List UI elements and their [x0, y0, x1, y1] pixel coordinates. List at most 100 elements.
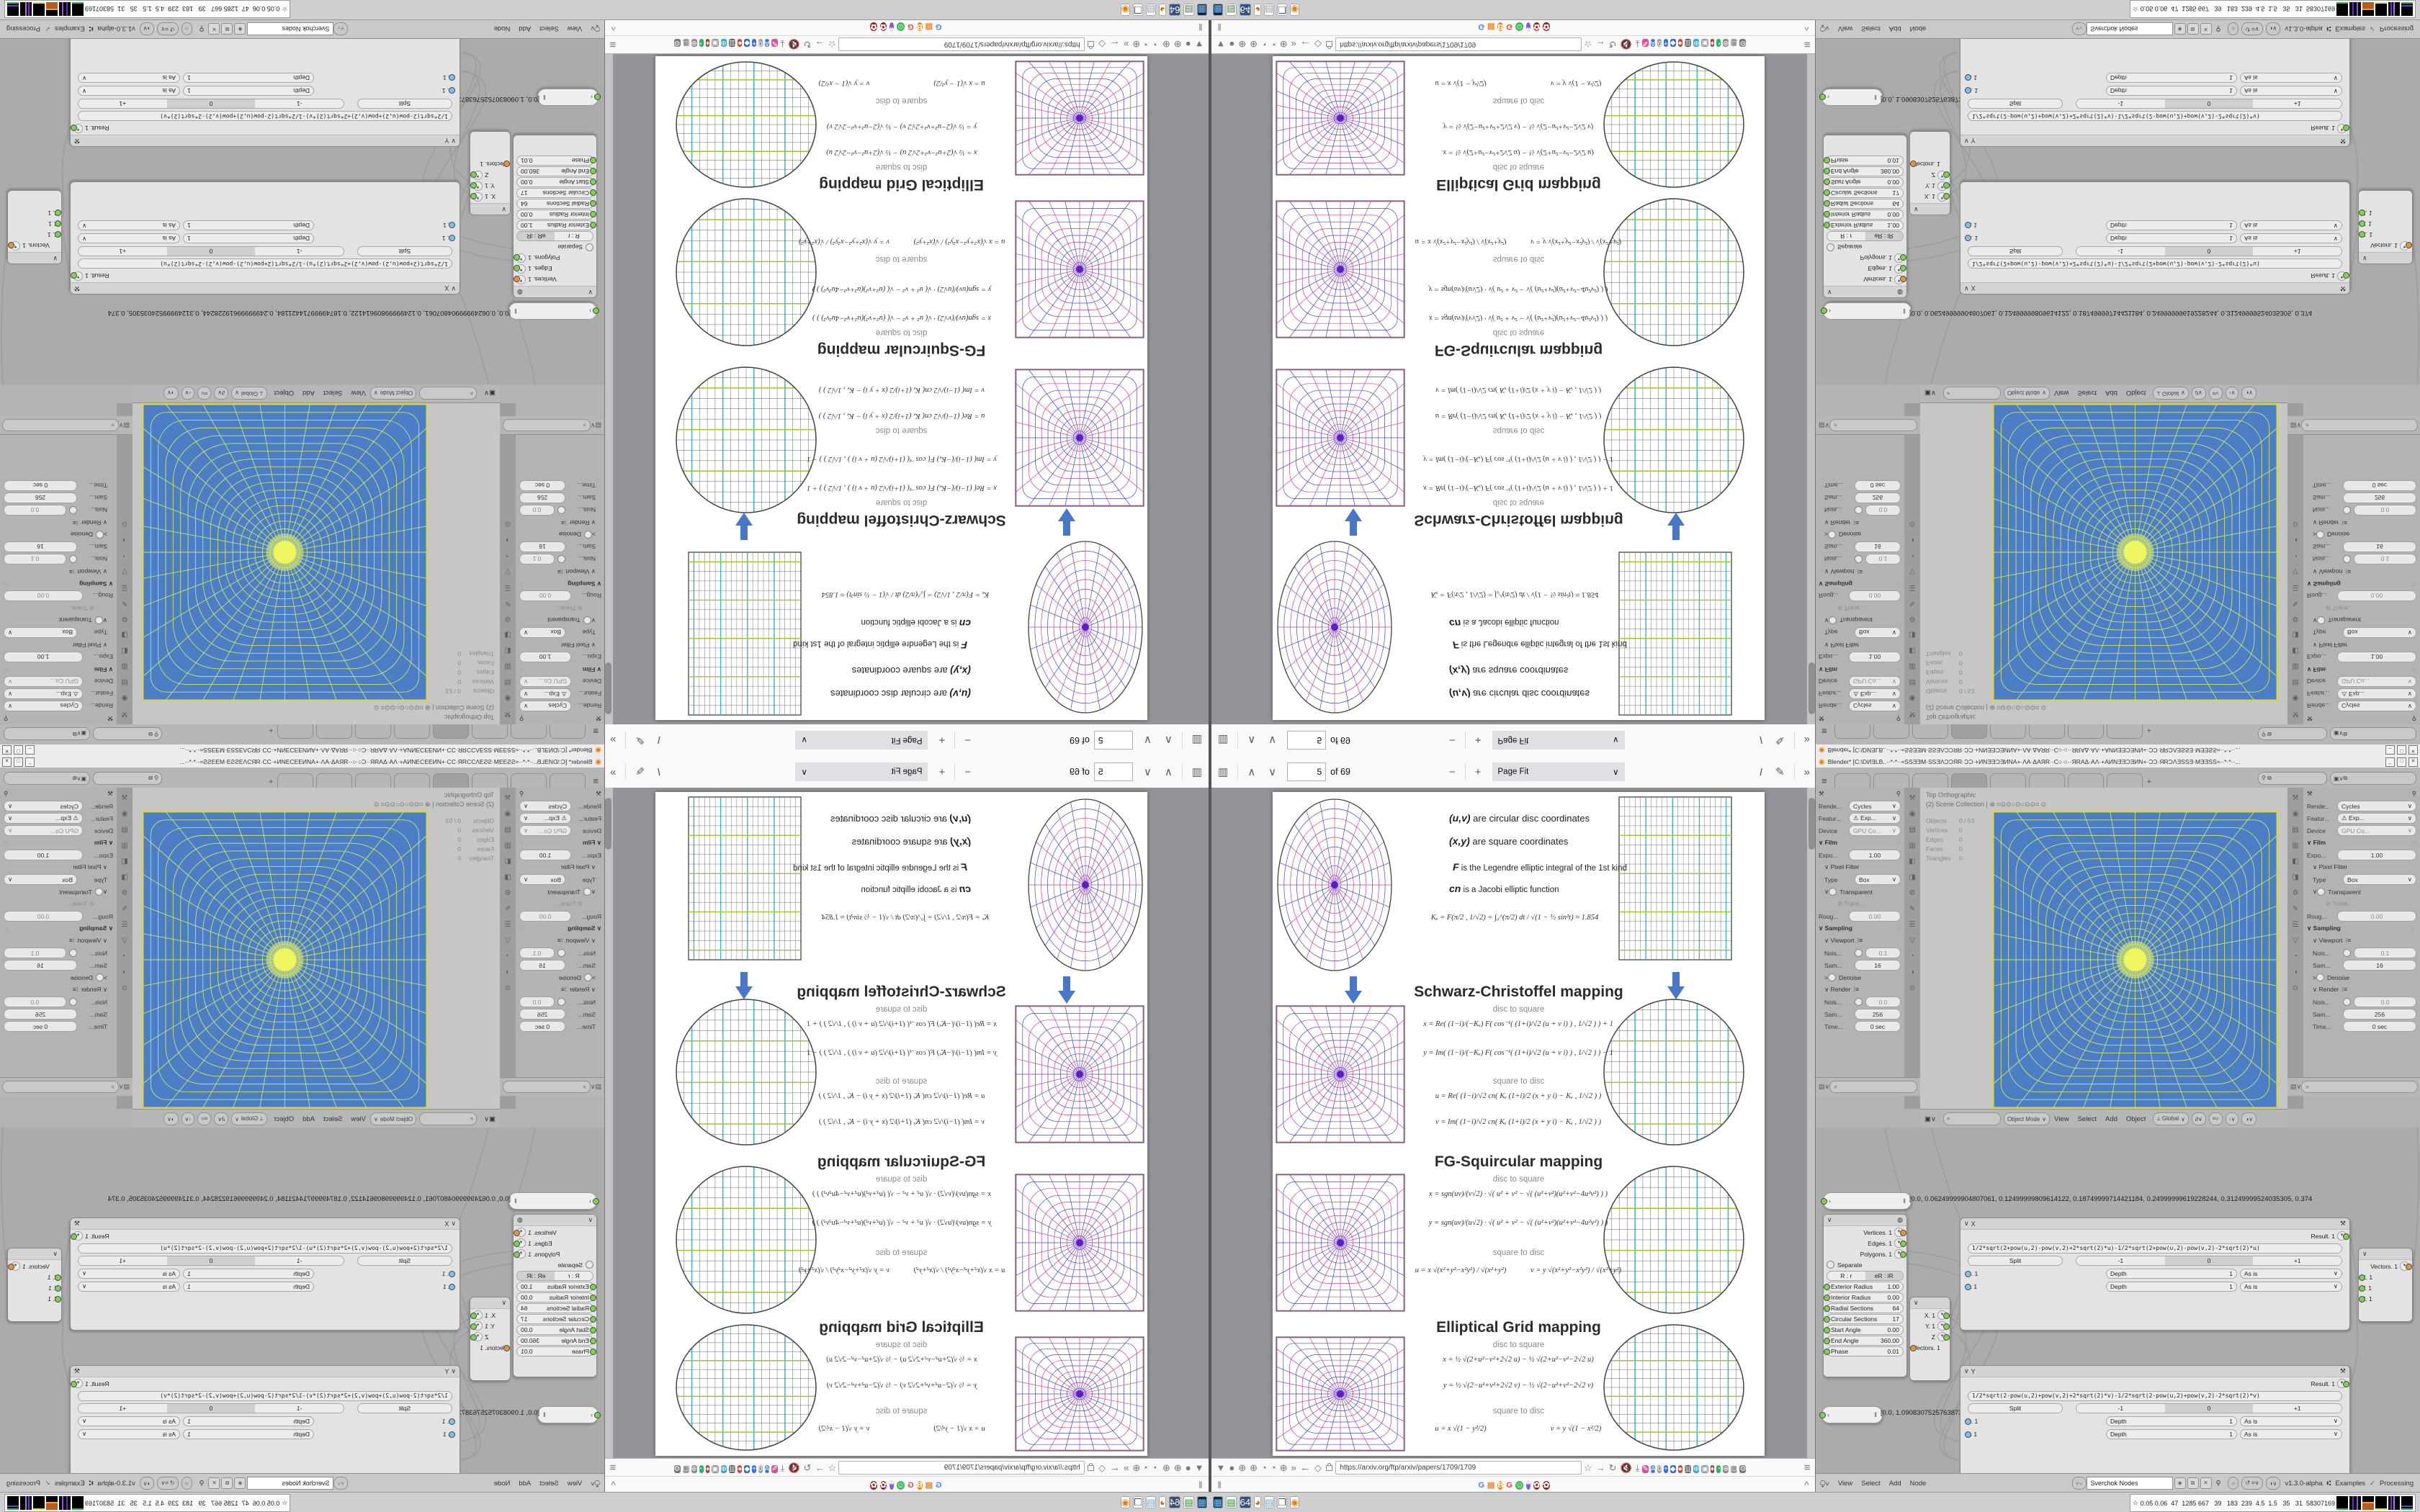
mute-icon[interactable]: 🔇: [1620, 1462, 1632, 1473]
interior-radius-slider[interactable]: Interior Radius 0.00: [1827, 1292, 1904, 1302]
formula-input[interactable]: 1/2*sqrt(2+pow(u,2)-pow(v,2)+2*sqrt(2)*u…: [78, 258, 452, 269]
next-page-button[interactable]: ∨: [1143, 734, 1152, 746]
noise-threshold-checkbox[interactable]: [557, 949, 565, 957]
taskbar-app-icon[interactable]: ▤: [1145, 4, 1157, 16]
v-transform-select[interactable]: As is ∨: [2240, 73, 2342, 84]
editor-type-icon[interactable]: ▣∨: [484, 1115, 496, 1123]
transparent-section[interactable]: ∨ Transparent: [1824, 888, 1873, 896]
properties-tab-icon[interactable]: ◨: [504, 631, 511, 639]
render-subsection[interactable]: ∨ Render ⁝≡: [560, 519, 596, 526]
select-menu[interactable]: Select: [1861, 24, 1881, 33]
action-icon[interactable]: ⊕: [1132, 39, 1141, 50]
view-menu[interactable]: View: [351, 1115, 366, 1123]
app-menu-icon[interactable]: ≡: [1821, 775, 1827, 786]
view-layer-selector[interactable]: ▣∨ ⧉: [2330, 727, 2416, 740]
draw-tool-icon[interactable]: ✎: [635, 766, 645, 778]
workspace-tab[interactable]: [1834, 724, 1870, 739]
u-depth-field[interactable]: Depth 1: [183, 1268, 314, 1279]
mode-select[interactable]: Object Mode ∨: [2003, 387, 2051, 400]
vector-out-node[interactable]: ∨ X. 1 ▼ Y. 1 ▼ Z ▼ Vectors. 1: [1909, 1297, 1950, 1381]
scrollbar-thumb[interactable]: [1809, 798, 1815, 850]
extension-icon[interactable]: ⊕: [1693, 39, 1700, 48]
taskbar-app-icon[interactable]: ▦: [1196, 4, 1207, 16]
properties-tab-icon[interactable]: ⚙: [2292, 889, 2299, 897]
favicon[interactable]: ☺: [1515, 22, 1524, 31]
formula-node-y[interactable]: ∨ Y ⚒ Result. 1 ▼ 1/2*sqrt(2-pow(u,2)+pow(…: [70, 39, 460, 147]
pin-icon[interactable]: ⚲: [1896, 790, 1901, 797]
favicon[interactable]: B: [916, 1481, 923, 1490]
taskbar-app-icon[interactable]: ▦: [1196, 1496, 1207, 1508]
u-depth-field[interactable]: Depth 1: [2106, 233, 2237, 244]
maximize-button[interactable]: □: [14, 745, 23, 755]
feature-set-select[interactable]: ⚠ Exp... ∨: [519, 813, 571, 824]
sverchok-node-editor[interactable]: › ‖ [0.0, 0.06249999904807061, 0.12499999…: [0, 1128, 604, 1473]
zoom-select[interactable]: Page Fit ∨: [795, 731, 928, 750]
search-input[interactable]: ⌕: [1829, 419, 1917, 431]
extension-icon[interactable]: +: [752, 39, 756, 48]
orientation-select[interactable]: ⟂ Global ∨: [2153, 387, 2189, 400]
favicon[interactable]: ▤: [1487, 1481, 1495, 1490]
phase-slider[interactable]: Phase 0.01: [516, 156, 593, 166]
render-engine-select[interactable]: Cycles ∨: [519, 801, 571, 811]
next-page-button[interactable]: ∨: [1268, 734, 1277, 746]
v-depth-field[interactable]: Depth 1: [183, 1281, 314, 1292]
properties-tab-icon[interactable]: ⚙: [121, 889, 128, 897]
workspace-tab-active[interactable]: [1950, 773, 1987, 788]
page-number-input[interactable]: [1093, 762, 1133, 781]
formula-input[interactable]: 1/2*sqrt(2-pow(u,2)+pow(v,2)+2*sqrt(2)*v…: [78, 1390, 452, 1401]
sidebar-toggle-icon[interactable]: ▥: [1218, 734, 1229, 746]
taskbar-app-icon[interactable]: ◕: [1254, 1496, 1261, 1508]
properties-tab-icon[interactable]: ◑: [1909, 968, 1915, 976]
proportional-edit-toggle[interactable]: ◦∨: [2225, 1112, 2239, 1125]
taskbar-app-icon[interactable]: ◕: [1159, 1496, 1166, 1508]
url-bar[interactable]: https://arxiv.org/ftp/arxiv/papers/1709/…: [1335, 37, 1582, 51]
view-menu[interactable]: View: [567, 24, 583, 33]
properties-tab-icon[interactable]: ⚒: [2292, 794, 2299, 802]
maximize-button[interactable]: □: [2397, 745, 2406, 755]
taskbar-app-icon[interactable]: ▤: [1263, 1496, 1275, 1508]
transparent-section[interactable]: ∨ Transparent: [59, 888, 107, 896]
mapped-grid-object[interactable]: [142, 811, 428, 1109]
unlink-button[interactable]: ✕: [2200, 1477, 2212, 1489]
favicon[interactable]: ✿: [1533, 22, 1541, 31]
properties-tab-icon[interactable]: ◔: [1909, 552, 1915, 559]
sampling-section[interactable]: ∨ Sampling ⁙: [4, 580, 113, 588]
action-icon[interactable]: ⊕: [1279, 1462, 1288, 1473]
workspace-tab-active[interactable]: [433, 724, 470, 739]
radius-mode-segmented[interactable]: R : r eR : iR: [516, 1270, 593, 1281]
noise-threshold-checkbox[interactable]: [557, 555, 565, 563]
favicon[interactable]: G: [1478, 22, 1485, 31]
viewport-samples-field[interactable]: 16: [2343, 541, 2416, 552]
film-section[interactable]: ∨ Film ⁙: [519, 839, 601, 846]
viewport-search[interactable]: ⌕: [1942, 1112, 2001, 1125]
filter-type-select[interactable]: Box ∨: [519, 627, 565, 638]
add-menu[interactable]: Add: [1888, 1479, 1901, 1488]
sampling-section[interactable]: ∨ Sampling ⁙: [1819, 924, 1901, 932]
toolbar-more-icon[interactable]: »: [610, 765, 617, 778]
workspace-tab[interactable]: [355, 773, 392, 788]
extension-icon[interactable]: ▣: [712, 1464, 719, 1473]
render-subsection[interactable]: ∨ Render ⁝≡: [2313, 519, 2348, 526]
processing-toggle[interactable]: Processing: [6, 24, 40, 33]
app-menu-icon[interactable]: ≡: [593, 775, 599, 786]
extension-icon[interactable]: ▣: [1701, 1464, 1708, 1473]
viewport-subsection[interactable]: ∨ Viewport ⁝≡: [557, 937, 596, 944]
workspace-tab[interactable]: [2067, 773, 2104, 788]
render-engine-select[interactable]: Cycles ∨: [4, 801, 83, 811]
action-icon[interactable]: ◔: [1144, 1462, 1150, 1473]
viewport-search[interactable]: ⌕: [419, 1112, 478, 1125]
v-depth-field[interactable]: Depth 1: [2106, 1428, 2237, 1439]
menu-icon[interactable]: ≡: [609, 1462, 617, 1474]
favicon[interactable]: B: [1497, 1481, 1504, 1490]
view-menu[interactable]: View: [351, 389, 366, 397]
snap-toggle[interactable]: ○: [2228, 1477, 2239, 1490]
extension-icon[interactable]: ◔: [699, 39, 704, 48]
properties-tab-icon[interactable]: ◧: [504, 858, 511, 865]
examples-menu[interactable]: Examples: [2335, 24, 2366, 33]
noise-threshold-checkbox[interactable]: [69, 949, 77, 957]
add-workspace-button[interactable]: +: [268, 726, 274, 734]
view-layer-selector[interactable]: ▣∨ ⧉: [2330, 772, 2416, 785]
exterior-radius-slider[interactable]: Exterior Radius 1.00: [516, 1281, 593, 1292]
new-tree-button[interactable]: ⧉: [2187, 23, 2199, 35]
feature-set-select[interactable]: ⚠ Exp... ∨: [2337, 688, 2416, 699]
